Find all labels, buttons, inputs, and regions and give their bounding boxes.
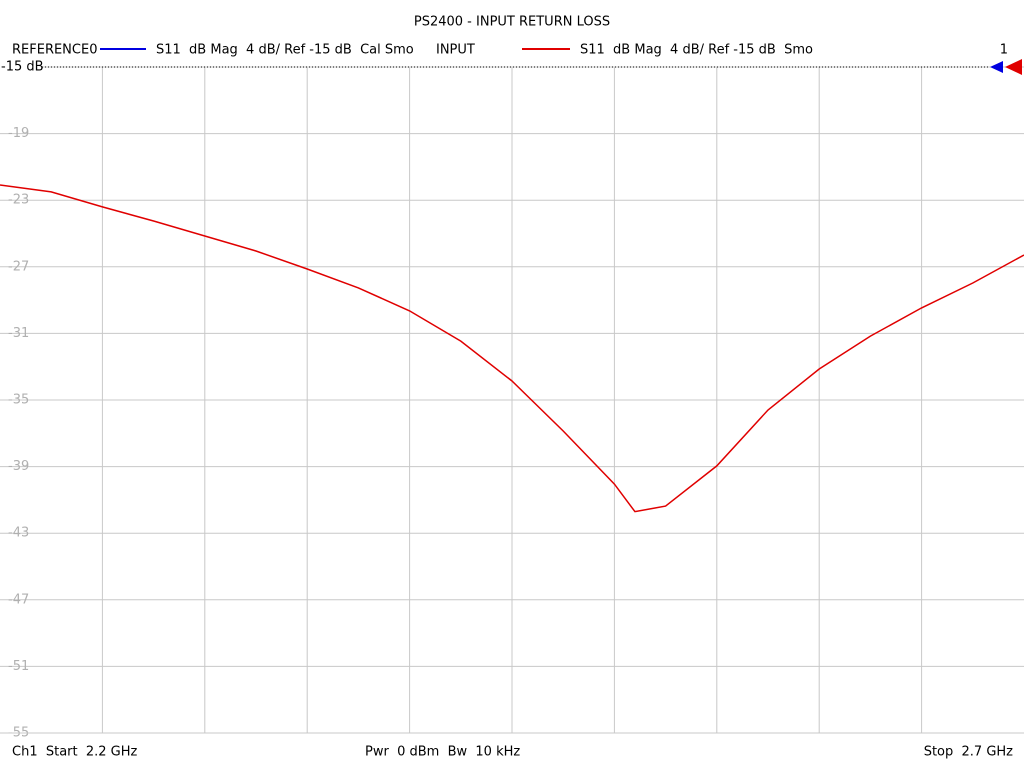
channel-marker: 1 [1000, 43, 1008, 58]
chart-title: PS2400 - INPUT RETURN LOSS [414, 15, 610, 30]
y-tick-label: -23 [8, 193, 29, 208]
footer-stop: Stop 2.7 GHz [924, 745, 1013, 760]
legend-name: REFERENCE0 [12, 43, 97, 58]
y-tick-label: -47 [8, 592, 29, 607]
trace [0, 184, 1024, 513]
legend-name: INPUT [436, 43, 475, 58]
y-tick-label: -19 [8, 126, 29, 141]
y-tick-label: -43 [8, 526, 29, 541]
y-tick-label: -31 [8, 326, 29, 341]
legend-description: S11 dB Mag 4 dB/ Ref -15 dB Cal Smo [156, 43, 414, 58]
legend-description: S11 dB Mag 4 dB/ Ref -15 dB Smo [580, 43, 813, 58]
y-tick-label: -51 [8, 659, 29, 674]
ref-label-bg [0, 60, 42, 73]
y-tick-label: -35 [8, 393, 29, 408]
reference-marker [990, 61, 1003, 73]
footer-middle: Pwr 0 dBm Bw 10 kHz [365, 745, 520, 760]
ref-label: -15 dB [1, 60, 44, 75]
input-marker [1005, 59, 1022, 75]
footer-start: Ch1 Start 2.2 GHz [12, 745, 138, 760]
y-tick-label: -39 [8, 459, 29, 474]
y-tick-label: -27 [8, 259, 29, 274]
